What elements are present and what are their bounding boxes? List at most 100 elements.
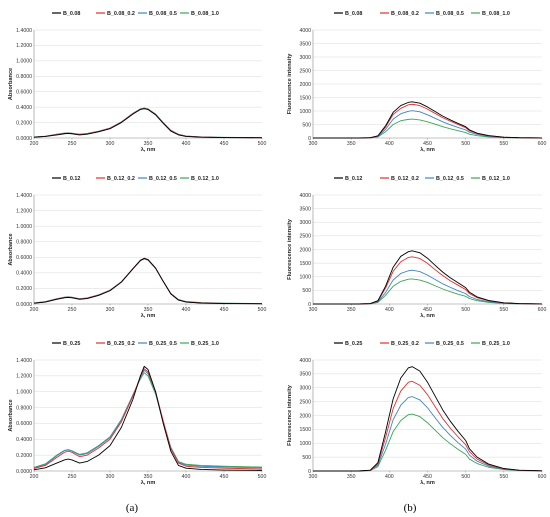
y-tick-label: 1000 [299,441,311,447]
x-tick-label: 350 [347,141,356,147]
series-line-3 [313,396,543,472]
y-tick-label: 0.2000 [16,453,32,459]
y-tick-label: 1000 [299,275,311,281]
y-axis-label: Absorbance [8,68,14,100]
series-line-1 [33,108,263,139]
y-tick-label: 0.8000 [16,240,32,246]
y-tick-label: 0.8000 [16,405,32,411]
y-tick-label: 500 [302,122,311,128]
x-tick-label: 350 [144,307,153,313]
x-tick-label: 200 [30,141,39,147]
y-tick-label: 0 [308,469,311,475]
chart-4: 0 500 1000 1500 2000 2500 3000 3500 4000 300 350 40… [287,176,546,319]
x-tick-label: 450 [220,307,229,313]
x-tick-label: 500 [461,474,470,480]
series-line-4 [313,278,543,305]
y-tick-label: 4000 [299,358,311,364]
y-tick-label: 0.2000 [16,286,32,292]
y-tick-label: 1.4000 [16,28,32,34]
x-axis-label: λ, nm [420,147,435,153]
series-line-3 [33,369,263,469]
series-line-1 [313,366,543,472]
legend-label: B_0.08_0.2 [391,11,419,17]
y-tick-label: 0.6000 [16,255,32,261]
series-line-4 [313,118,543,139]
x-tick-label: 300 [106,141,115,147]
series-line-1 [33,258,263,305]
series-line-1 [313,250,543,305]
y-tick-label: 0.6000 [16,90,32,96]
series-line-2 [313,380,543,472]
x-tick-label: 250 [68,307,77,313]
y-tick-label: 0.0000 [16,302,32,308]
chart-1: 0.0000 0.2000 0.4000 0.6000 0.8000 1.0000 1.20… [8,11,266,153]
y-tick-label: 500 [302,288,311,294]
x-tick-label: 500 [461,307,470,313]
x-tick-label: 450 [220,474,229,480]
y-tick-label: 1.2000 [16,43,32,49]
x-tick-label: 300 [106,307,115,313]
x-tick-label: 400 [385,307,394,313]
legend-label: B_0.12_0.2 [391,176,419,182]
x-axis-label: λ, nm [141,480,156,486]
y-tick-label: 1.0000 [16,59,32,65]
x-tick-label: 600 [538,474,547,480]
x-tick-label: 350 [144,474,153,480]
x-tick-label: 400 [385,141,394,147]
y-tick-label: 0 [308,136,311,142]
legend-label: B_0.25 [63,341,80,347]
x-tick-label: 300 [309,141,318,147]
x-tick-label: 250 [68,141,77,147]
chart-3: 0.0000 0.2000 0.4000 0.6000 0.8000 1.0000 1.20… [8,176,266,319]
y-tick-label: 500 [302,455,311,461]
x-tick-label: 450 [423,307,432,313]
x-tick-label: 200 [30,474,39,480]
y-tick-label: 3000 [299,386,311,392]
y-tick-label: 2500 [299,399,311,405]
legend-label: B_0.25_0.5 [436,341,464,347]
y-tick-label: 1.4000 [16,358,32,364]
series-line-2 [33,257,263,305]
legend-label: B_0.12 [345,176,362,182]
x-tick-label: 300 [309,307,318,313]
x-tick-label: 400 [385,474,394,480]
x-tick-label: 550 [500,474,509,480]
x-tick-label: 600 [538,307,547,313]
x-tick-label: 350 [347,474,356,480]
y-tick-label: 2000 [299,413,311,419]
legend-label: B_0.25_0.5 [149,341,177,347]
x-axis-label: λ, nm [141,313,156,319]
series-line-2 [313,256,543,305]
legend-label: B_0.08 [345,11,362,17]
y-axis-label: Fluorescence intensity [287,53,293,115]
y-tick-label: 4000 [299,193,311,199]
y-tick-label: 4000 [299,28,311,34]
x-tick-label: 400 [182,141,191,147]
y-tick-label: 0.4000 [16,105,32,111]
x-tick-label: 500 [258,307,267,313]
y-tick-label: 1.4000 [16,193,32,199]
y-tick-label: 1.0000 [16,224,32,230]
y-tick-label: 1500 [299,95,311,101]
x-tick-label: 550 [500,307,509,313]
legend-label: B_0.25_1.0 [191,341,219,347]
legend-label: B_0.12_1.0 [482,176,510,182]
x-tick-label: 450 [423,141,432,147]
x-tick-label: 450 [220,141,229,147]
legend-label: B_0.25_0.2 [107,341,135,347]
chart-2: 0 500 1000 1500 2000 2500 3000 3500 4000 300 350 40… [287,11,546,153]
x-axis-label: λ, nm [141,147,156,153]
x-tick-label: 300 [309,474,318,480]
series-line-2 [33,368,263,470]
legend-label: B_0.08_0.5 [436,11,464,17]
x-tick-label: 250 [68,474,77,480]
series-line-4 [33,372,263,468]
y-tick-label: 3000 [299,55,311,61]
y-tick-label: 3500 [299,372,311,378]
y-tick-label: 3500 [299,41,311,47]
x-tick-label: 200 [30,307,39,313]
legend-label: B_0.12_0.5 [149,176,177,182]
x-tick-label: 400 [182,474,191,480]
x-tick-label: 550 [500,141,509,147]
